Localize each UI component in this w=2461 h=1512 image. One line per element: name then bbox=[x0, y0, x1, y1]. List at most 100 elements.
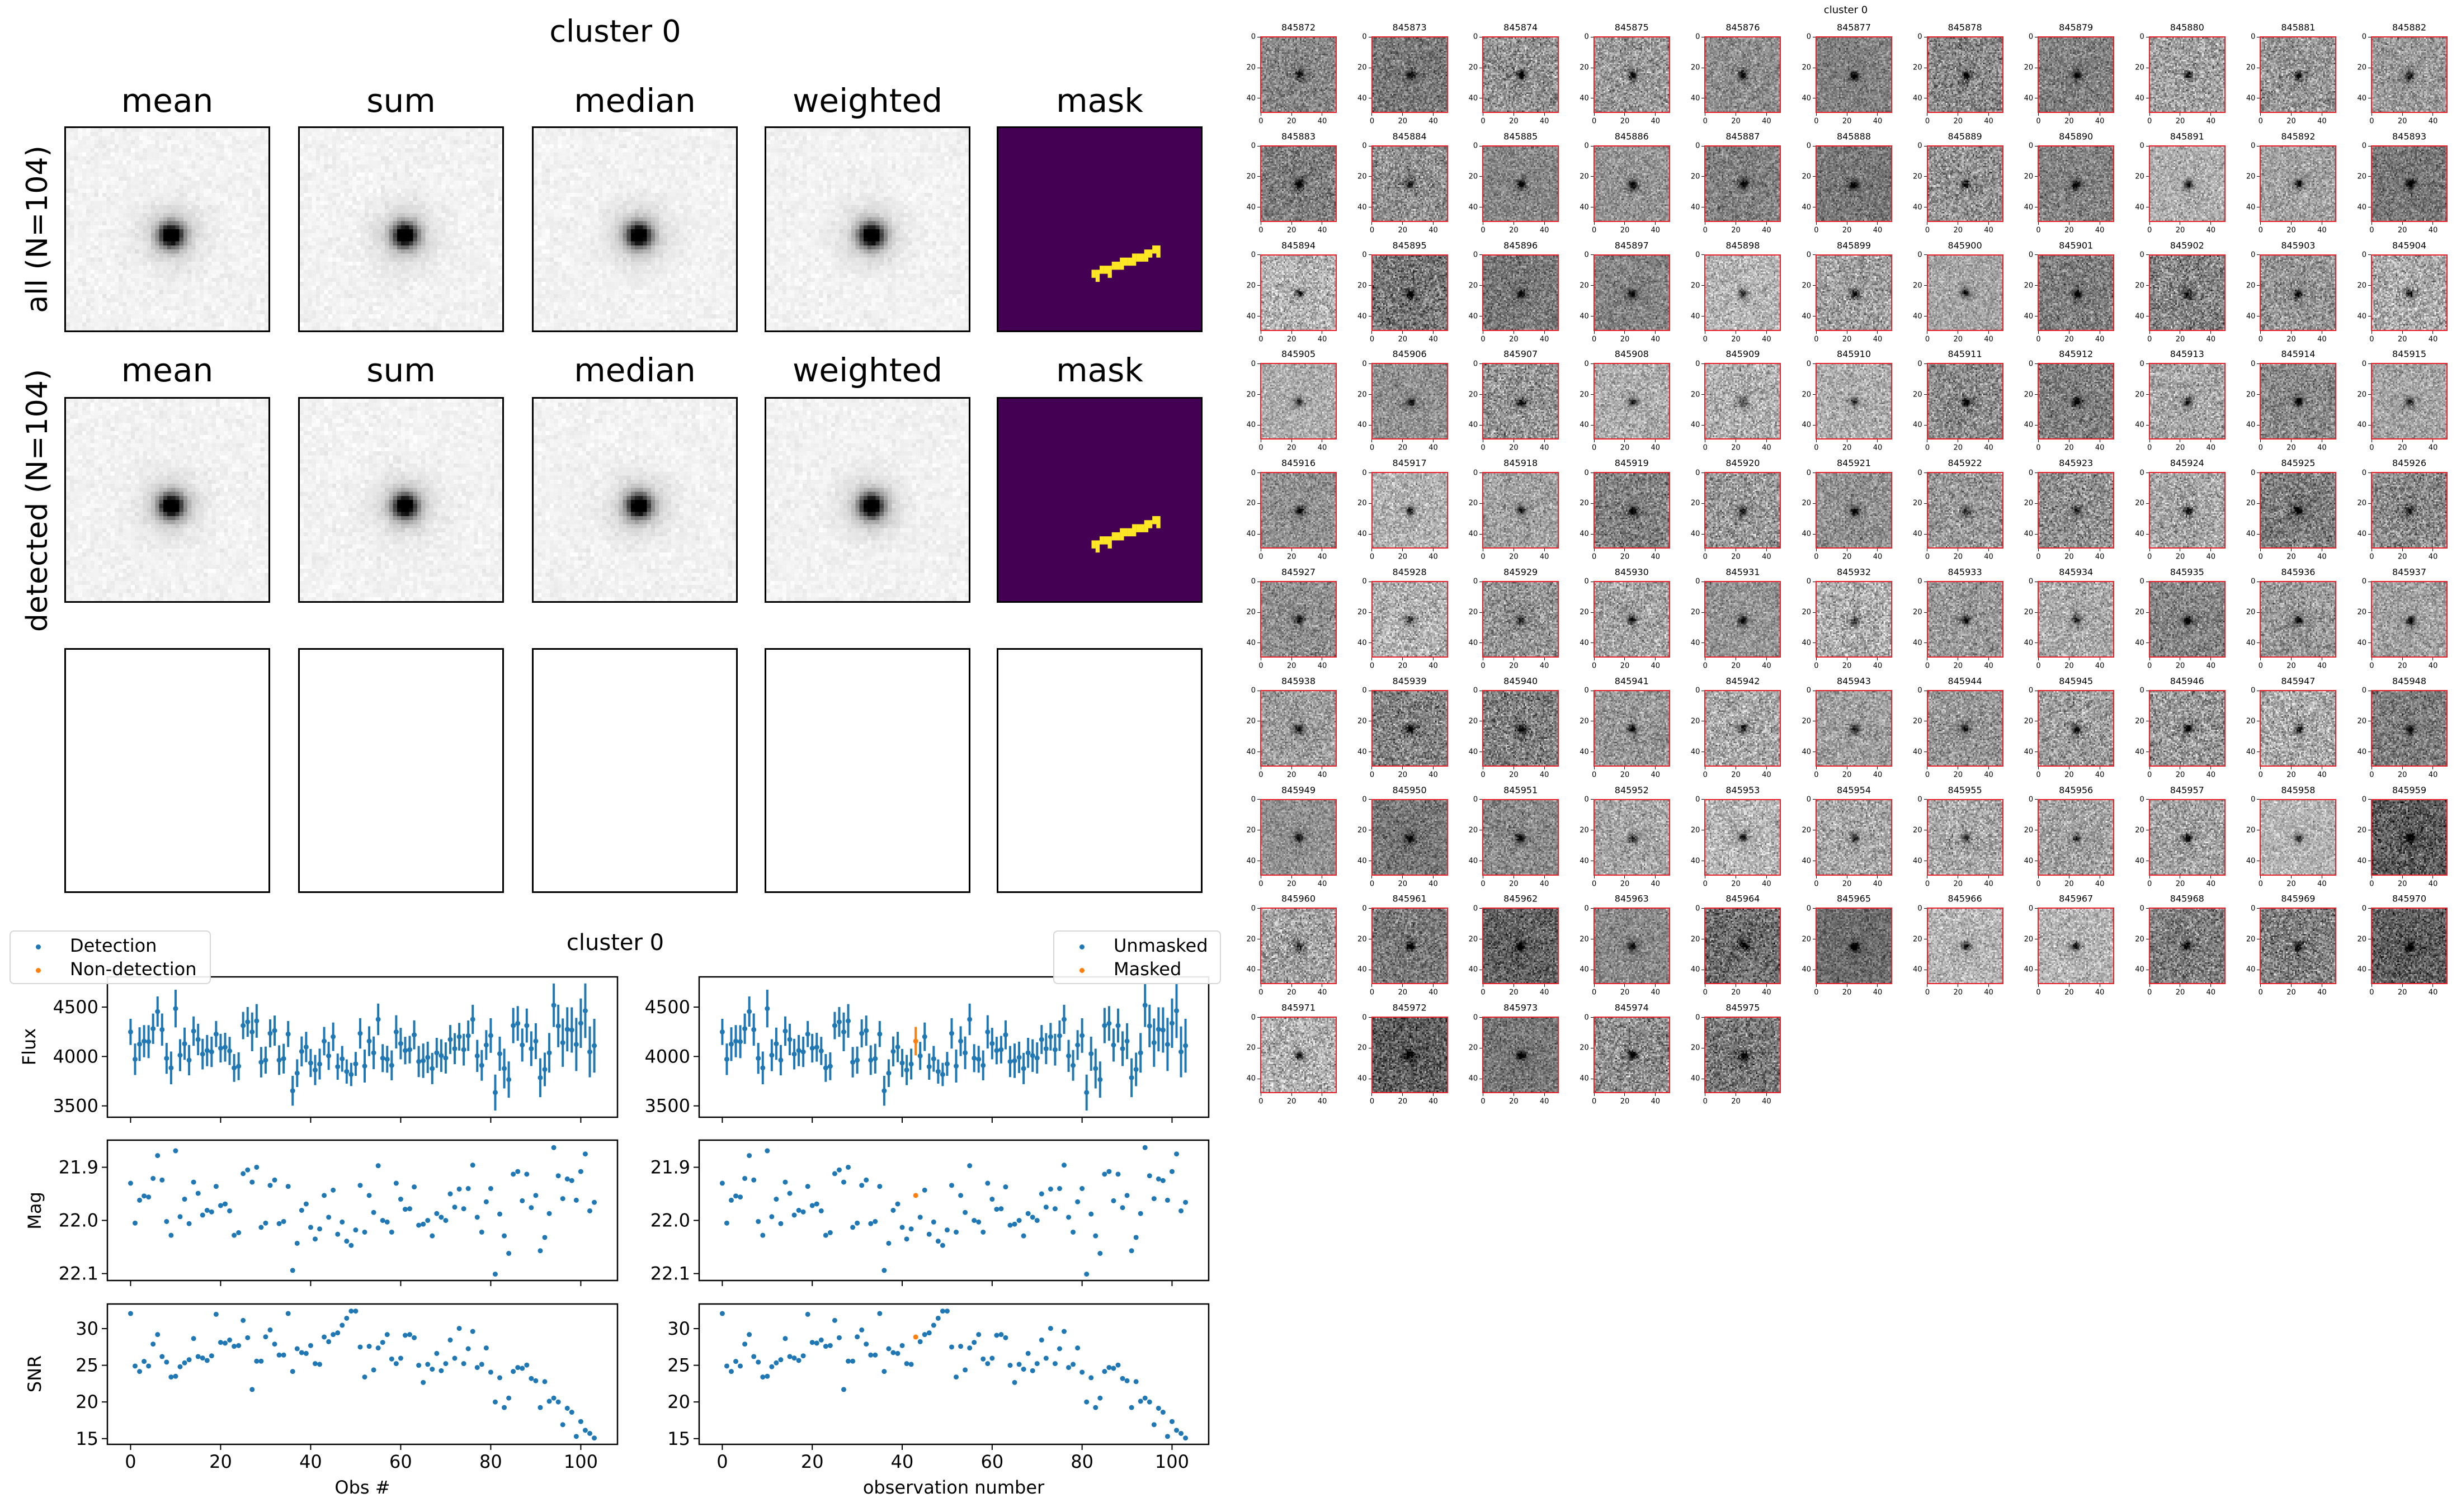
thumbnail-xtick-mark bbox=[1988, 440, 1989, 443]
thumbnail-xtick-mark bbox=[1402, 221, 1403, 225]
snr-point bbox=[348, 1308, 354, 1314]
thumbnail-xtick-mark bbox=[1593, 984, 1595, 987]
thumbnail-ytick-mark bbox=[1923, 472, 1927, 474]
thumbnail-ytick-mark bbox=[1257, 1017, 1260, 1018]
thumbnail-ytick-label: 0 bbox=[1251, 32, 1256, 41]
thumbnail-image-frame bbox=[2038, 36, 2115, 113]
thumbnail-image-frame bbox=[2038, 689, 2115, 767]
thumbnail-ytick-mark bbox=[1813, 472, 1816, 474]
thumbnail-ytick-label: 20 bbox=[1913, 390, 1922, 399]
thumbnail-ytick-mark bbox=[1479, 642, 1483, 644]
thumbnail-image-frame bbox=[2371, 145, 2448, 222]
thumbnail-ytick-label: 0 bbox=[2028, 360, 2034, 368]
mag-point bbox=[506, 1251, 512, 1256]
mag-point bbox=[294, 1240, 300, 1246]
thumbnail-ytick-mark bbox=[1479, 394, 1483, 395]
thumbnail-image bbox=[2372, 909, 2446, 984]
thumbnail-image-frame bbox=[1593, 145, 1670, 222]
thumbnail-image bbox=[1483, 691, 1558, 766]
thumbnail-xtick-label: 40 bbox=[1539, 117, 1549, 126]
thumbnail-ytick-label: 0 bbox=[2028, 795, 2034, 804]
thumbnail-xtick-label: 0 bbox=[2147, 443, 2152, 452]
mag-point bbox=[782, 1179, 788, 1185]
thumbnail-ytick-label: 20 bbox=[1246, 281, 1256, 290]
thumbnail-ytick-mark bbox=[1701, 176, 1705, 177]
thumbnail-xtick-label: 40 bbox=[1873, 226, 1883, 235]
thumbnail-ytick-label: 40 bbox=[1802, 857, 1811, 866]
mask-pixel bbox=[1115, 532, 1120, 541]
axes-frame bbox=[698, 1139, 1210, 1282]
thumbnail-ytick-label: 20 bbox=[1802, 499, 1811, 508]
thumbnail-ytick-mark bbox=[1813, 394, 1816, 395]
flux-point bbox=[967, 1017, 973, 1022]
thumbnail-ytick-label: 20 bbox=[1246, 717, 1256, 726]
thumbnail-image bbox=[2039, 473, 2114, 548]
thumbnail-xtick-label: 0 bbox=[1703, 117, 1708, 126]
thumbnail-title: 845957 bbox=[2170, 785, 2204, 796]
thumbnail-ytick-label: 0 bbox=[1473, 360, 1478, 368]
thumbnail-ytick-label: 40 bbox=[1802, 420, 1811, 429]
flux-point bbox=[241, 1023, 246, 1028]
thumbnail-ytick-label: 20 bbox=[1468, 826, 1478, 835]
mag-point bbox=[850, 1225, 856, 1230]
thumbnail-xtick-label: 0 bbox=[1258, 1097, 1263, 1106]
thumbnail-image bbox=[1483, 473, 1558, 548]
mag-point bbox=[1016, 1218, 1022, 1223]
snr-point bbox=[1142, 1395, 1148, 1401]
thumbnail-ytick-label: 20 bbox=[2135, 608, 2144, 617]
thumbnail-xtick-mark bbox=[1655, 113, 1656, 116]
flux-point bbox=[1133, 1067, 1139, 1072]
thumbnail-xtick-label: 20 bbox=[1398, 1097, 1408, 1106]
snr-point bbox=[1016, 1362, 1022, 1367]
thumbnail-image-frame bbox=[2148, 908, 2226, 985]
thumbnail-xtick-label: 20 bbox=[2286, 226, 2296, 235]
stack-panel-weighted bbox=[765, 397, 970, 603]
thumbnail-xtick-label: 0 bbox=[1258, 771, 1263, 779]
stack-image bbox=[300, 399, 502, 601]
thumbnail-xtick-mark bbox=[2260, 440, 2261, 443]
snr-point bbox=[1012, 1379, 1017, 1385]
thumbnail-xtick-label: 40 bbox=[1762, 771, 1771, 779]
snr-point bbox=[1048, 1326, 1053, 1331]
thumbnail-xtick-mark bbox=[2402, 549, 2403, 552]
thumbnail-ytick-label: 20 bbox=[1913, 499, 1922, 508]
thumbnail-ytick-label: 20 bbox=[1913, 608, 1922, 617]
snr-point bbox=[1115, 1362, 1121, 1368]
thumbnail-image bbox=[1817, 255, 1891, 330]
thumbnail-xtick-label: 20 bbox=[1509, 335, 1519, 344]
snr-point bbox=[989, 1355, 995, 1361]
thumbnail-ytick-label: 20 bbox=[1580, 499, 1589, 508]
mask-pixel bbox=[1148, 249, 1153, 258]
mask-pixel bbox=[1091, 540, 1096, 549]
thumbnail-image bbox=[1817, 473, 1891, 548]
thumbnail-xtick-label: 20 bbox=[1731, 880, 1741, 889]
thumbnail-ytick-label: 40 bbox=[2024, 639, 2034, 648]
thumbnail-xtick-mark bbox=[2260, 875, 2261, 878]
thumbnail-title: 845938 bbox=[1281, 675, 1316, 687]
thumbnail-ytick-mark bbox=[1923, 424, 1927, 426]
snr-point bbox=[1138, 1398, 1143, 1404]
thumbnail-ytick-label: 20 bbox=[1468, 608, 1478, 617]
flux-point bbox=[1120, 1046, 1125, 1051]
thumbnail-xtick-label: 40 bbox=[1984, 552, 1993, 561]
thumbnail-title: 845953 bbox=[1725, 785, 1760, 796]
thumbnail-xtick-label: 40 bbox=[1317, 1097, 1327, 1106]
thumbnail-title: 845930 bbox=[1614, 566, 1649, 578]
xtick-label: 80 bbox=[1071, 1451, 1093, 1472]
thumbnail-ytick-label: 40 bbox=[1468, 312, 1478, 321]
ytick-label: 4500 bbox=[645, 996, 690, 1018]
thumbnail-ytick-mark bbox=[1590, 394, 1593, 395]
thumbnail-image-frame bbox=[1371, 36, 1448, 113]
thumbnail-ytick-label: 20 bbox=[1468, 281, 1478, 290]
mag-point bbox=[864, 1177, 869, 1183]
thumbnail-ytick-mark bbox=[2035, 908, 2038, 909]
mask-pixel bbox=[1128, 257, 1133, 266]
thumbnail-xtick-label: 0 bbox=[1592, 880, 1597, 889]
mag-point bbox=[241, 1171, 246, 1176]
thumbnail-image-frame bbox=[2371, 689, 2448, 767]
thumbnail-ytick-label: 40 bbox=[1913, 312, 1922, 321]
legend-marker-unmasked bbox=[1079, 944, 1085, 949]
mask-pixel bbox=[1148, 520, 1153, 528]
thumbnail-image bbox=[2039, 800, 2114, 875]
thumbnail-ytick-label: 40 bbox=[1913, 857, 1922, 866]
